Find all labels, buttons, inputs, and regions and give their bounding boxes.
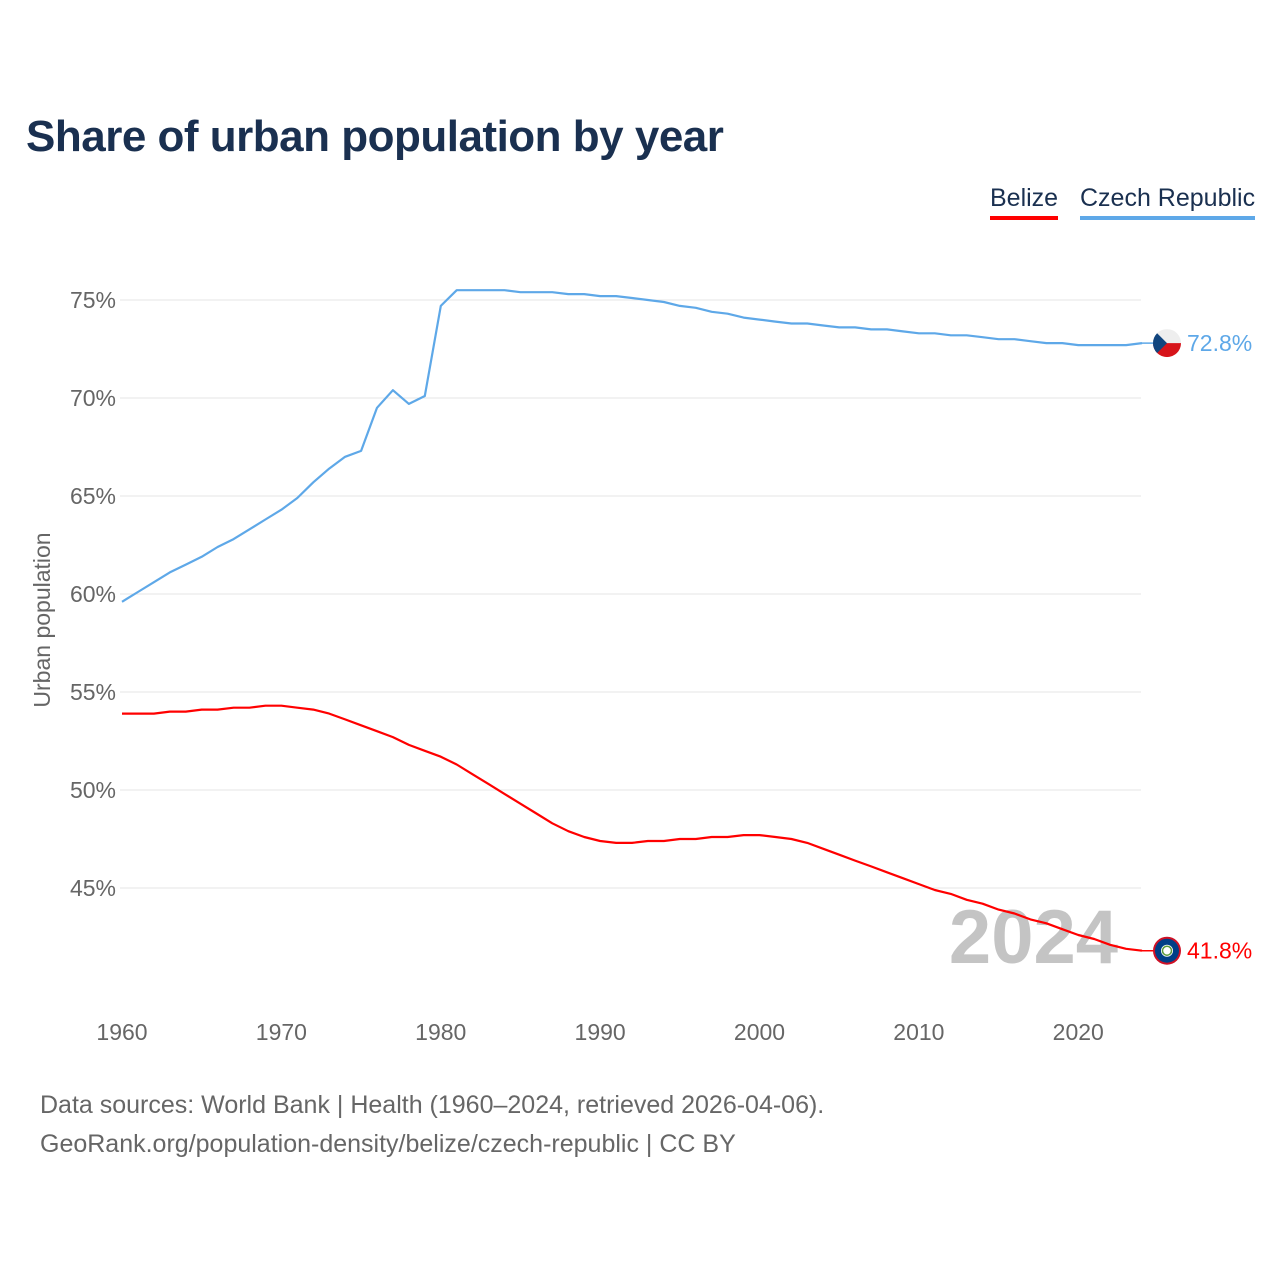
- y-tick-label: 50%: [70, 777, 116, 803]
- source-link[interactable]: GeoRank.org/population-density/belize/cz…: [40, 1130, 736, 1158]
- x-tick-label: 1980: [415, 1019, 466, 1045]
- legend-item-belize[interactable]: Belize: [990, 184, 1059, 220]
- x-tick-label: 2020: [1053, 1019, 1104, 1045]
- x-tick-label: 1960: [96, 1019, 147, 1045]
- end-value-label: 72.8%: [1187, 330, 1252, 356]
- flag-wreath: [1161, 945, 1173, 956]
- footer: Data sources: World Bank | Health (1960–…: [40, 1086, 824, 1164]
- y-tick-label: 60%: [70, 581, 116, 607]
- x-tick-label: 1970: [256, 1019, 307, 1045]
- x-tick-label: 1990: [575, 1019, 626, 1045]
- data-source: Data sources: World Bank | Health (1960–…: [40, 1091, 825, 1119]
- y-axis-label: Urban population: [29, 532, 55, 707]
- x-tick-label: 2010: [893, 1019, 944, 1045]
- x-tick-label: 2000: [734, 1019, 785, 1045]
- y-tick-label: 70%: [70, 385, 116, 411]
- legend-item-czech-republic[interactable]: Czech Republic: [1080, 184, 1256, 220]
- series-line-czech-republic: [121, 289, 1143, 603]
- flag-blue: [1153, 329, 1167, 358]
- czech-flag-icon: [1153, 329, 1181, 358]
- belize-flag-icon: [1153, 936, 1181, 965]
- y-tick-label: 55%: [70, 679, 116, 705]
- end-value-label: 41.8%: [1187, 938, 1252, 964]
- chart-title: Share of urban population by year: [26, 112, 724, 161]
- flag-body: [1153, 329, 1181, 358]
- series-line-belize: [122, 704, 1143, 952]
- y-tick-label: 45%: [70, 875, 116, 901]
- y-tick-label: 75%: [70, 287, 116, 313]
- y-tick-label: 65%: [70, 483, 116, 509]
